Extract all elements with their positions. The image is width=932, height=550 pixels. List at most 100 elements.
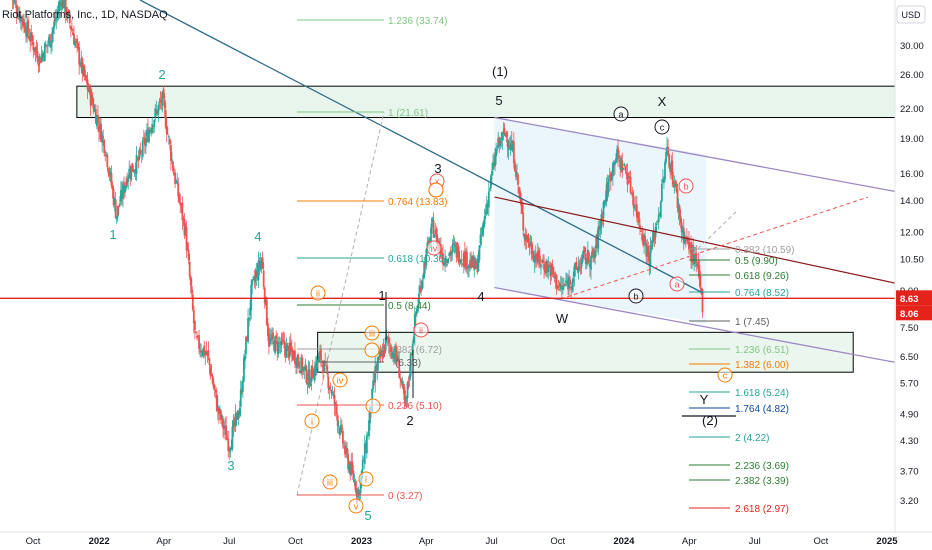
candle-body: [482, 221, 485, 230]
candle-body: [473, 257, 476, 271]
currency-box[interactable]: [896, 5, 926, 24]
candle: [87, 82, 90, 93]
candle-body: [501, 132, 504, 140]
candle: [519, 187, 521, 203]
candle: [362, 456, 365, 462]
candle: [242, 353, 245, 383]
candle: [147, 118, 149, 143]
candle: [335, 400, 338, 421]
candle: [576, 267, 579, 274]
candle-body: [348, 464, 351, 471]
candle: [103, 138, 106, 157]
candle: [586, 241, 589, 267]
candle: [310, 365, 313, 391]
candle-body: [695, 254, 698, 264]
candle: [671, 152, 674, 188]
candle: [634, 195, 637, 212]
candle-body: [126, 178, 129, 185]
candle: [628, 171, 631, 183]
candle: [408, 365, 411, 387]
candle-body: [133, 169, 136, 172]
candle: [463, 241, 466, 270]
candle: [319, 344, 321, 362]
candle: [655, 220, 658, 233]
candle: [250, 280, 253, 320]
candle: [180, 202, 183, 213]
candle: [127, 174, 130, 190]
circle-wave-label: ii: [413, 322, 429, 338]
candle-body: [542, 260, 544, 264]
candle-body: [343, 445, 345, 447]
candle-body: [316, 360, 319, 362]
circle-wave-label: b: [678, 178, 694, 194]
candle-body: [98, 125, 100, 132]
candle: [47, 40, 49, 54]
candle: [224, 417, 227, 435]
candle-body: [164, 110, 167, 128]
candle: [677, 198, 680, 221]
wave-label: 5: [364, 508, 371, 523]
candle-body: [434, 229, 437, 235]
candle-body: [498, 137, 501, 146]
candle: [493, 152, 495, 169]
candle: [143, 132, 146, 154]
candle-body: [223, 426, 225, 430]
candle: [82, 62, 85, 78]
candle-body: [158, 101, 161, 103]
candle-body: [328, 388, 331, 390]
candle: [18, 6, 21, 23]
candle: [382, 338, 385, 359]
candle-body: [573, 266, 576, 277]
candle-body: [550, 265, 553, 276]
candle: [275, 330, 278, 345]
candle-body: [536, 250, 539, 263]
candle: [233, 416, 236, 432]
currency-badge[interactable]: USD: [896, 5, 926, 24]
candle-body: [672, 180, 675, 185]
candle: [327, 373, 330, 394]
candle-body: [470, 261, 473, 269]
fib-level-label: 0 (3.27): [388, 491, 422, 502]
candle: [197, 334, 199, 340]
candle-body: [585, 261, 588, 263]
candle: [241, 376, 244, 398]
candle-body: [225, 425, 228, 441]
candle: [610, 170, 613, 181]
candle-body: [427, 241, 430, 242]
candle: [339, 417, 342, 436]
candle-body: [289, 342, 292, 350]
candle: [407, 376, 410, 390]
candle: [508, 137, 511, 149]
candle: [386, 336, 389, 346]
candle: [521, 198, 524, 214]
candle: [305, 364, 308, 385]
candle: [91, 92, 94, 108]
candle-body: [250, 284, 253, 311]
candle: [661, 169, 664, 184]
candle: [293, 350, 295, 361]
candle: [142, 129, 145, 142]
candle: [294, 341, 296, 369]
candle: [569, 276, 572, 291]
candle: [104, 149, 107, 162]
candle: [564, 283, 566, 287]
candle: [165, 117, 168, 143]
candle-body: [406, 382, 409, 399]
candle-body: [330, 390, 333, 394]
candle: [343, 441, 345, 449]
candle: [646, 238, 649, 264]
candle-body: [185, 227, 188, 251]
candle-body: [404, 397, 407, 402]
candle-body: [480, 235, 483, 237]
candle-body: [33, 47, 36, 52]
candle: [684, 235, 687, 248]
candle: [479, 227, 482, 248]
price-tick: 7.50: [900, 323, 919, 334]
circle-label-text: iv: [337, 376, 344, 386]
candle: [291, 348, 294, 361]
candle-body: [193, 320, 196, 331]
candle: [630, 192, 633, 195]
candle-body: [132, 171, 135, 172]
candle: [606, 174, 609, 201]
